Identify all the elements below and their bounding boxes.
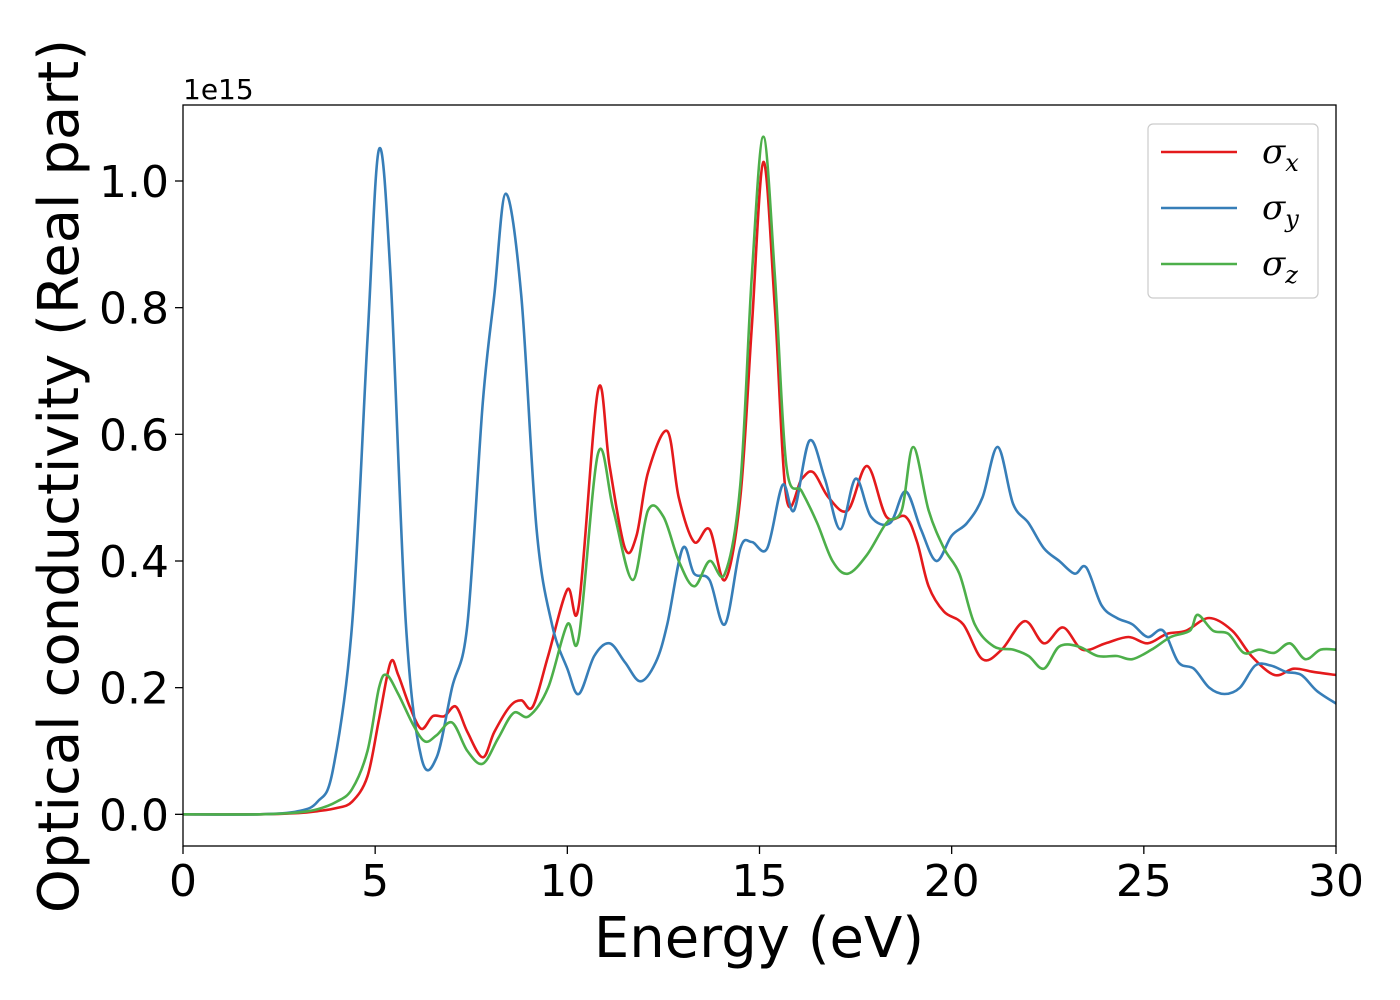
- plot-area: [183, 105, 1336, 846]
- y-tick-label: 0.6: [99, 410, 169, 461]
- y-axis: 0.0 0.2 0.4 0.6 0.8 1.0: [99, 157, 183, 841]
- y-tick-label: 0.8: [99, 284, 169, 335]
- y-tick-label: 0.2: [99, 664, 169, 715]
- y-offset-label: 1e15: [183, 73, 254, 106]
- legend-box: [1147, 123, 1319, 299]
- x-tick-label: 20: [924, 856, 980, 907]
- y-tick-label: 0.0: [99, 790, 169, 841]
- series-line-y: [183, 146, 1336, 816]
- x-tick-label: 25: [1116, 856, 1172, 907]
- x-tick-label: 10: [539, 856, 595, 907]
- x-tick-label: 30: [1308, 856, 1364, 907]
- legend-label-y: σy: [1262, 188, 1299, 233]
- x-tick-label: 0: [169, 856, 197, 907]
- x-axis: 0 5 10 15 20 25 30: [169, 846, 1364, 907]
- x-axis-label: Energy (eV): [594, 906, 924, 971]
- series-layer: [183, 135, 1336, 816]
- y-tick-label: 1.0: [99, 157, 169, 208]
- y-tick-label: 0.4: [99, 537, 169, 588]
- x-tick-label: 5: [361, 856, 389, 907]
- series-line-x: [183, 160, 1336, 816]
- legend-label-z: σz: [1262, 244, 1298, 289]
- legend: σx σy σz: [1147, 123, 1319, 299]
- x-tick-label: 15: [732, 856, 788, 907]
- legend-label-x: σx: [1262, 132, 1299, 177]
- y-axis-label: Optical conductivity (Real part): [27, 39, 92, 913]
- series-line-z: [183, 135, 1336, 816]
